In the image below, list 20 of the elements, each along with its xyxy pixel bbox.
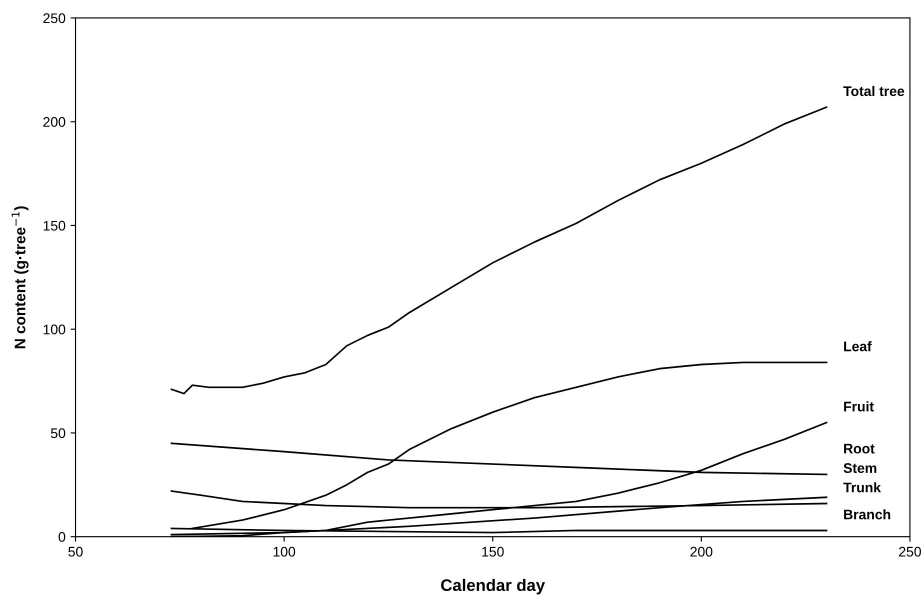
y-tick-label: 0 xyxy=(58,532,66,542)
x-tick-label: 150 xyxy=(482,546,504,557)
x-tick-label: 50 xyxy=(68,546,83,557)
text: Stem xyxy=(844,463,876,473)
y-tick-label: 150 xyxy=(44,220,66,231)
x-axis-title: Calendar day xyxy=(441,578,545,594)
y-tick-label: 250 xyxy=(43,13,66,24)
x-tick-label: 200 xyxy=(690,546,712,557)
series-label: Branch xyxy=(844,509,890,520)
series-label: Leaf xyxy=(844,341,872,352)
series-label: Fruit xyxy=(844,401,874,412)
y-axis-title: N content (g·tree$^{−1}$) xyxy=(12,206,29,348)
x-tick-label: 100 xyxy=(274,546,296,557)
y-tick-label: 50 xyxy=(50,428,66,438)
series-label: Trunk xyxy=(843,482,882,492)
y-tick-label: 100 xyxy=(44,324,66,334)
y-tick-label: 200 xyxy=(43,117,66,127)
series-label: Total tree xyxy=(843,86,904,96)
x-tick-label: 250 xyxy=(899,546,921,557)
series-label: Root xyxy=(844,444,875,454)
